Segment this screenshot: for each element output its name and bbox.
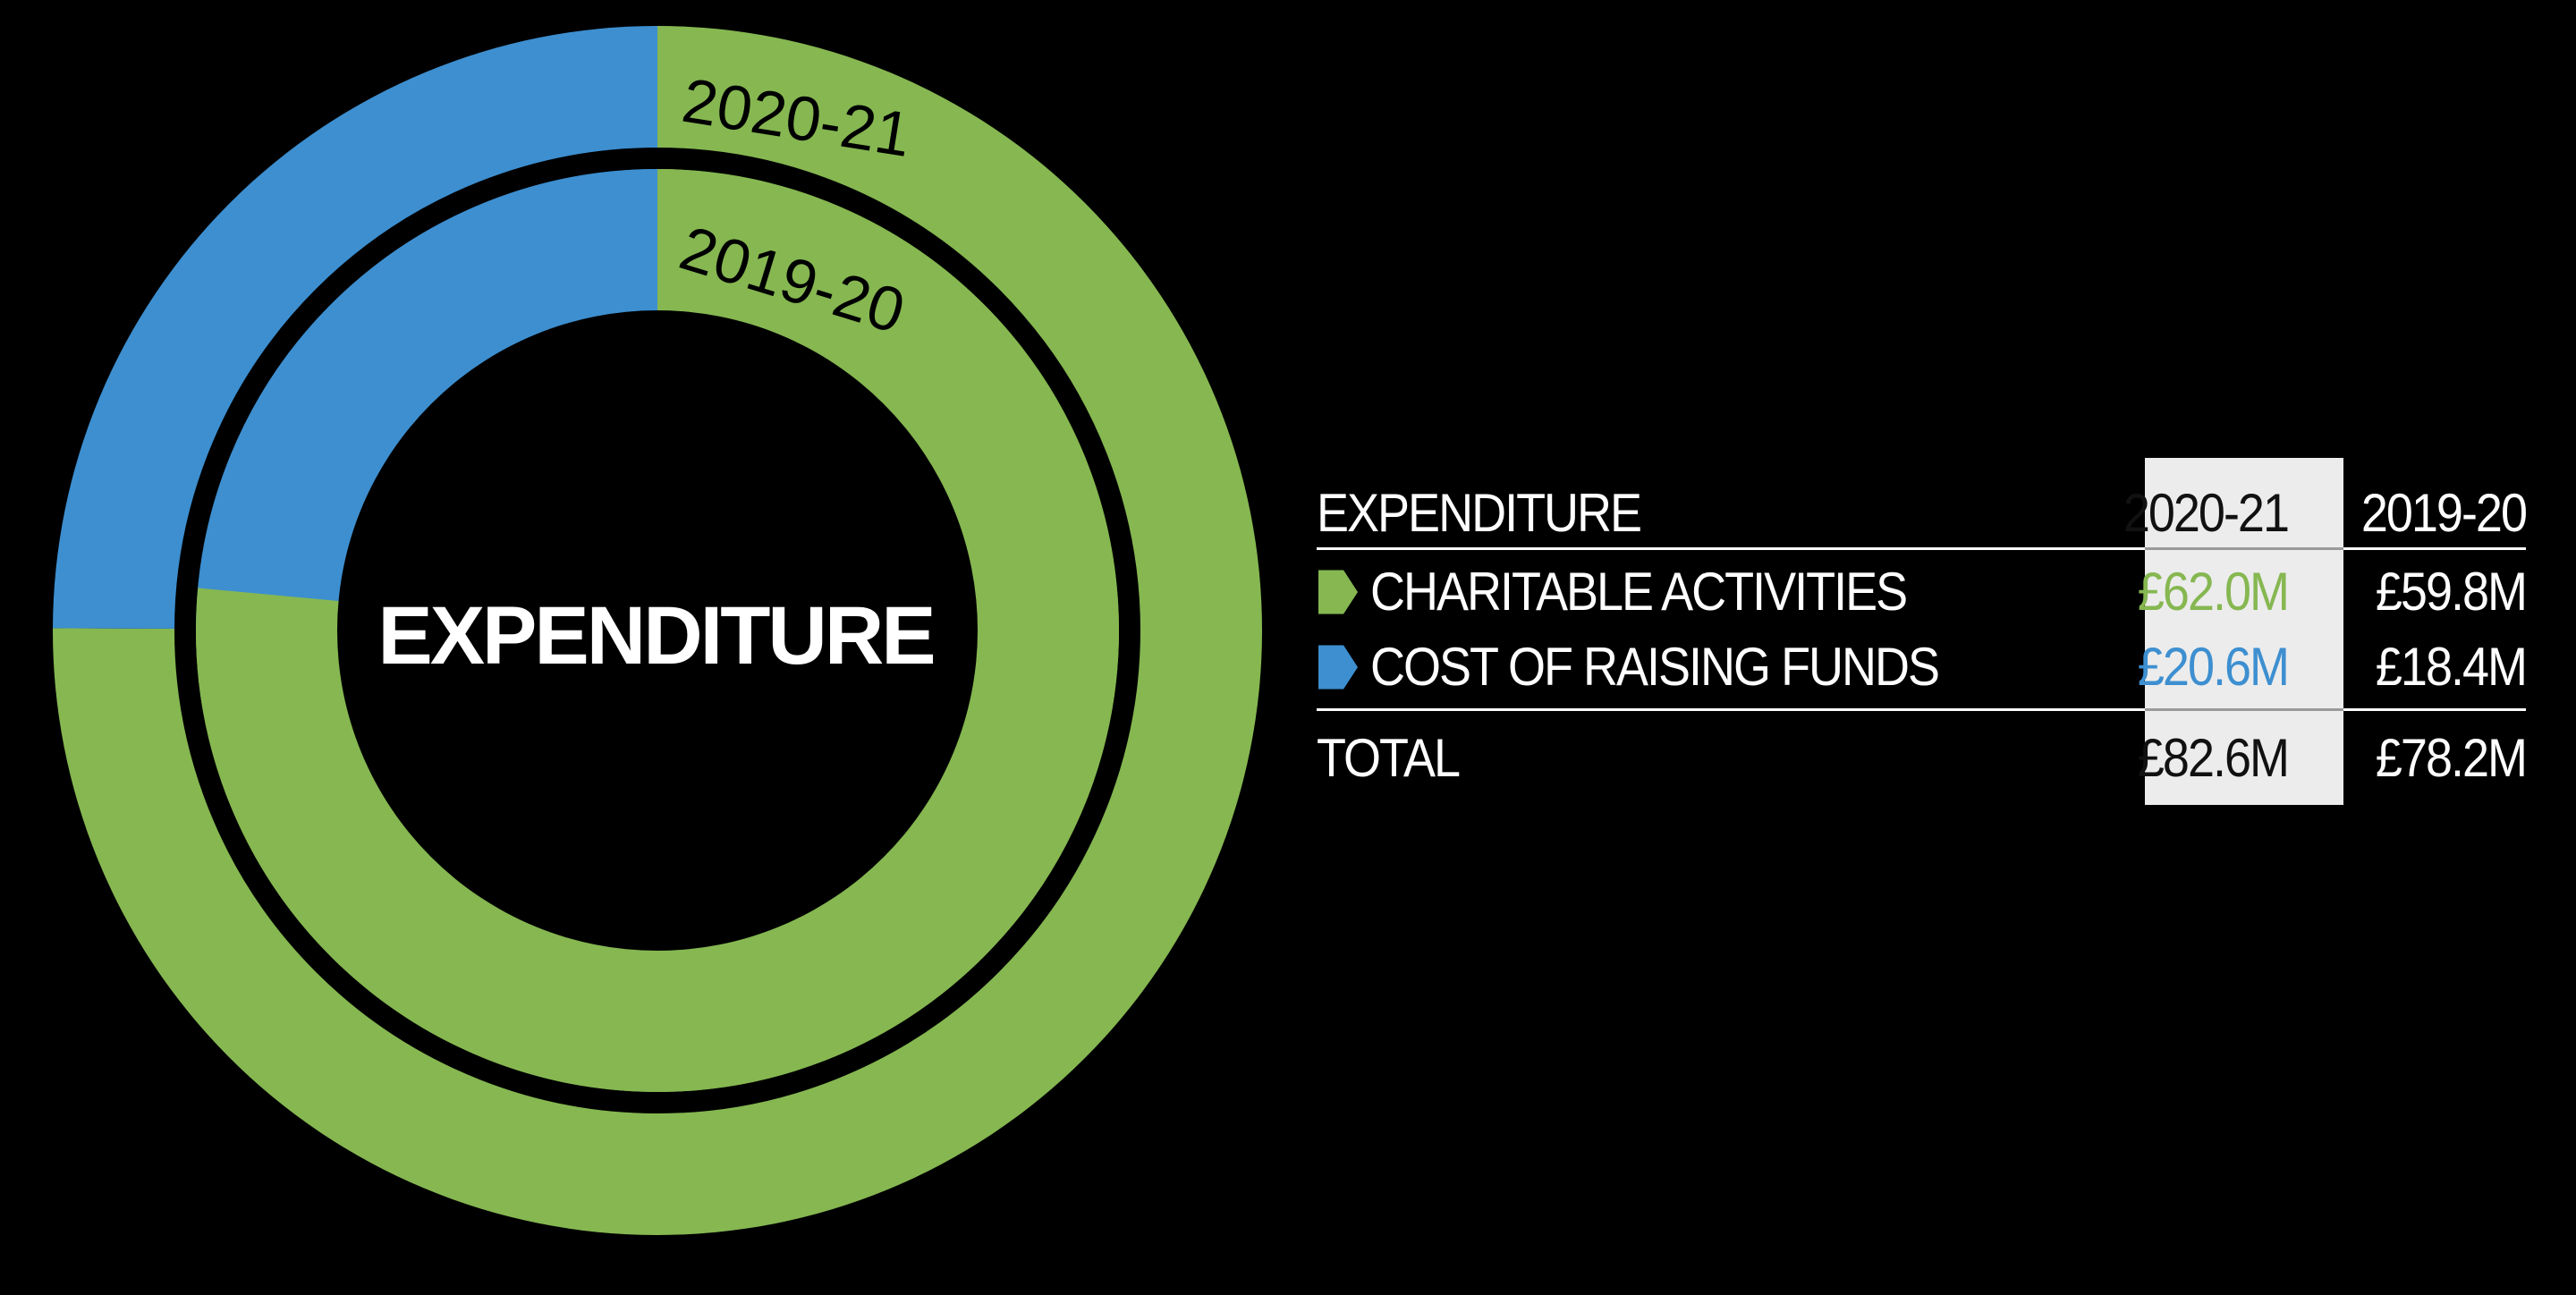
total-divider-highlight <box>2145 708 2343 711</box>
total-divider <box>1317 708 2526 711</box>
table-header-label: EXPENDITURE <box>1317 483 1642 544</box>
header-divider-highlight <box>2145 547 2343 550</box>
highlight-column-2020-21 <box>2145 458 2343 805</box>
donut-hole <box>337 310 978 951</box>
table-header-2019-20: 2019-20 <box>2360 483 2528 544</box>
row-label-total: TOTAL <box>1317 728 1461 789</box>
donut-chart: 2020-21 2019-20 EXPENDITURE <box>52 26 1262 1236</box>
table-header-row: EXPENDITURE 2020-21 2019-20 <box>1317 471 2528 555</box>
row-value-2019-20: £59.8M <box>2375 562 2528 622</box>
row-value-2019-20: £18.4M <box>2375 637 2528 698</box>
expenditure-table: EXPENDITURE 2020-21 2019-20 CHARITABLE A… <box>1317 458 2528 805</box>
green-arrow-icon <box>1318 570 1358 614</box>
row-value-2020-21: £62.0M <box>2137 562 2290 622</box>
table-row-raising: COST OF RAISING FUNDS £20.6M £18.4M <box>1317 625 2528 709</box>
table-row-total: TOTAL £82.6M £78.2M <box>1317 716 2528 800</box>
row-label-raising: COST OF RAISING FUNDS <box>1370 637 1940 698</box>
total-value-2020-21: £82.6M <box>2137 728 2290 789</box>
row-value-2020-21: £20.6M <box>2137 637 2290 698</box>
total-value-2019-20: £78.2M <box>2375 728 2528 789</box>
table-header-2020-21: 2020-21 <box>2123 483 2290 544</box>
row-label-charitable: CHARITABLE ACTIVITIES <box>1370 562 1908 622</box>
chart-center-title: EXPENDITURE <box>377 590 933 681</box>
table-row-charitable: CHARITABLE ACTIVITIES £62.0M £59.8M <box>1317 550 2528 634</box>
ring-separator <box>174 148 1140 1113</box>
header-divider <box>1317 547 2526 550</box>
blue-arrow-icon <box>1318 645 1358 690</box>
